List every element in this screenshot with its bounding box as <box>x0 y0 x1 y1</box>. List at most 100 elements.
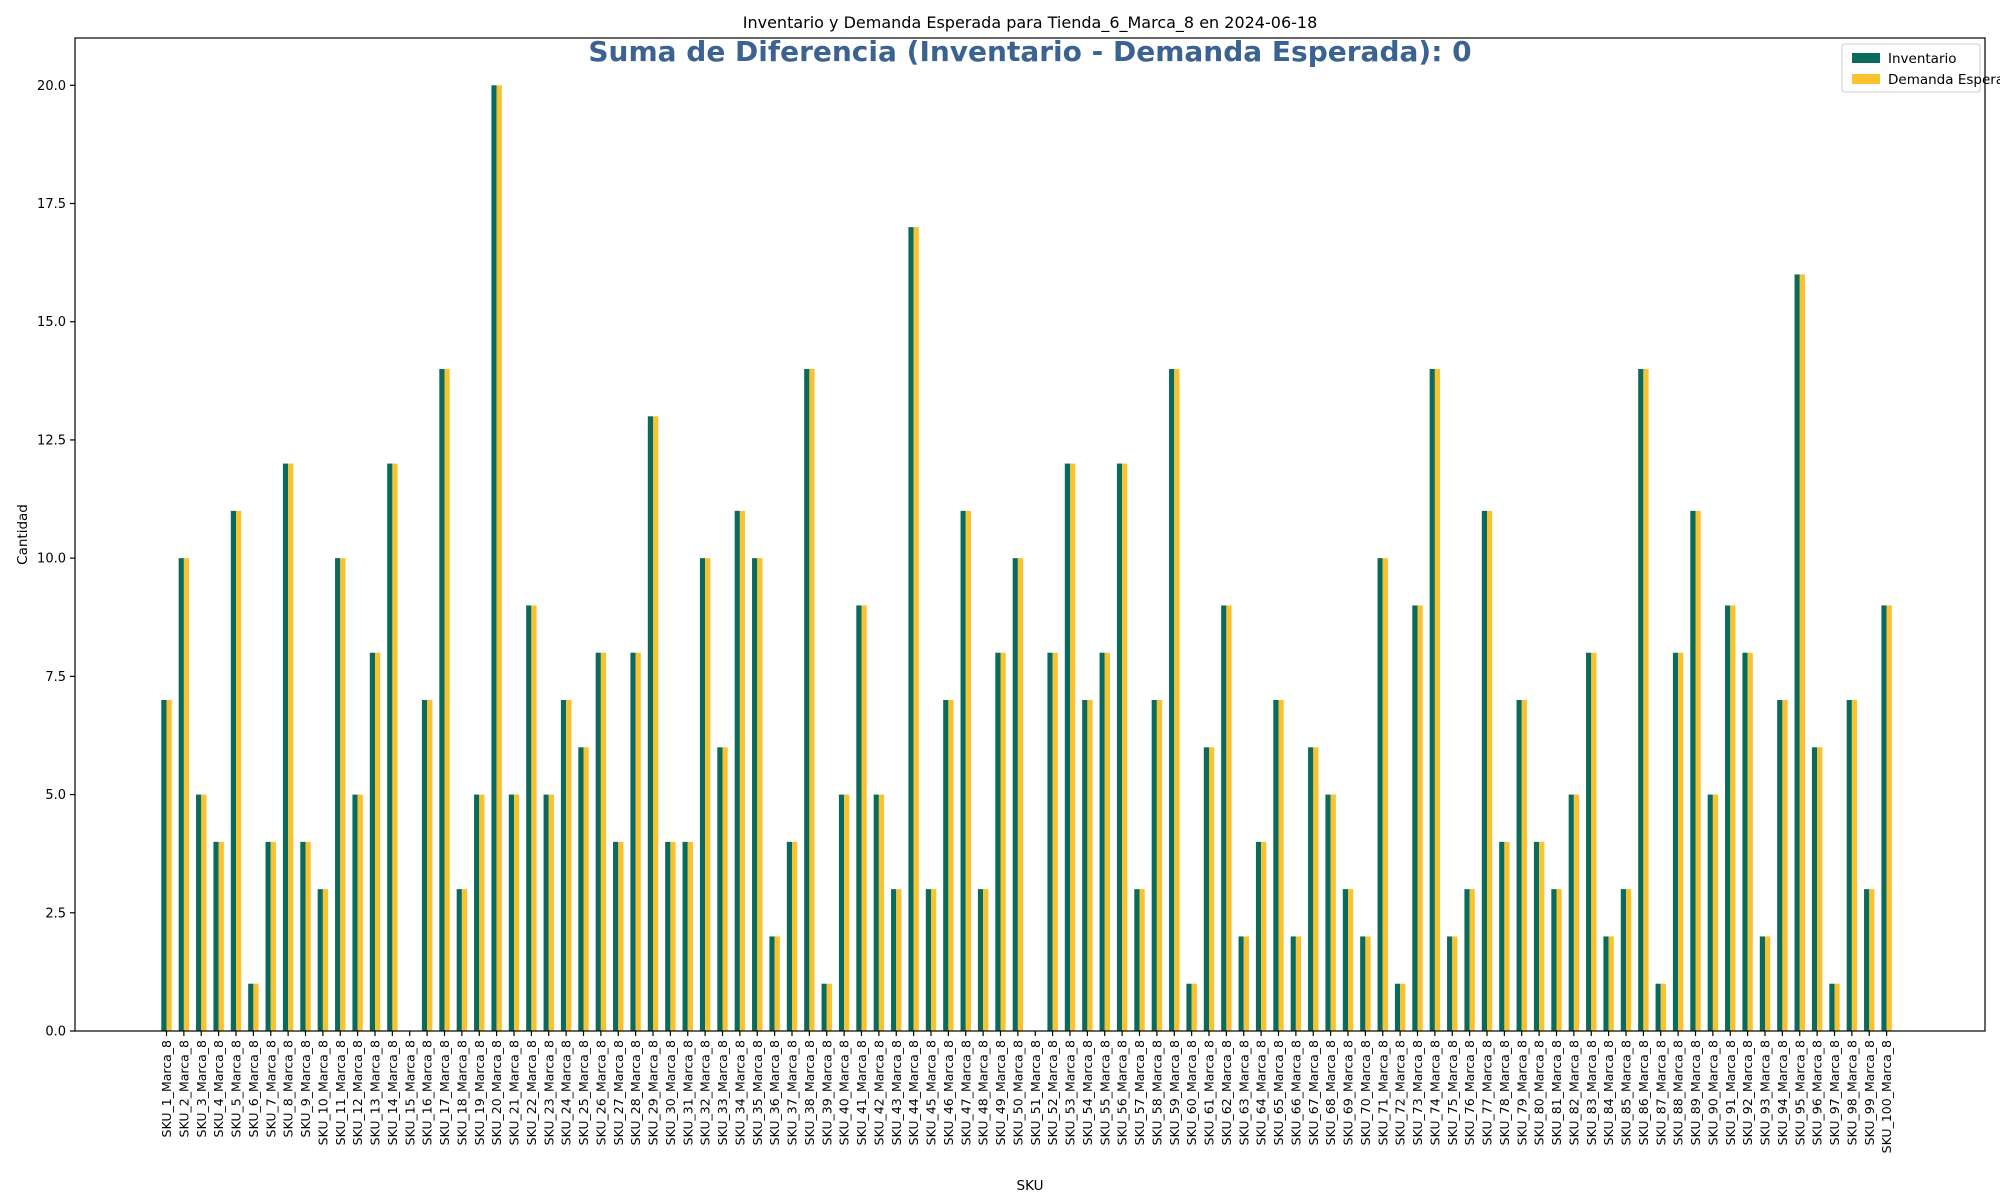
x-tick-label: SKU_19_Marca_8 <box>472 1040 487 1145</box>
bar-inventario-37 <box>786 841 792 1031</box>
x-tick-label: SKU_49_Marca_8 <box>993 1040 1008 1145</box>
x-tick-label: SKU_24_Marca_8 <box>559 1040 574 1145</box>
bar-inventario-94 <box>1777 700 1783 1031</box>
bar-inventario-4 <box>213 841 219 1031</box>
x-tick-label: SKU_81_Marca_8 <box>1549 1040 1564 1145</box>
bar-inventario-61 <box>1203 747 1209 1031</box>
bar-demanda-esperada-100 <box>1886 605 1892 1031</box>
x-tick-label: SKU_54_Marca_8 <box>1080 1040 1095 1145</box>
y-tick-label: 5.0 <box>45 788 66 803</box>
bar-inventario-36 <box>769 936 775 1031</box>
bar-demanda-esperada-97 <box>1834 983 1840 1031</box>
x-tick-label: SKU_2_Marca_8 <box>176 1040 191 1137</box>
x-tick-label: SKU_68_Marca_8 <box>1323 1040 1338 1145</box>
bar-inventario-38 <box>804 369 810 1031</box>
bar-demanda-esperada-94 <box>1782 700 1788 1031</box>
x-tick-label: SKU_73_Marca_8 <box>1410 1040 1425 1145</box>
bar-demanda-esperada-4 <box>218 841 224 1031</box>
bar-demanda-esperada-40 <box>844 794 850 1031</box>
x-tick-label: SKU_28_Marca_8 <box>628 1040 643 1145</box>
x-tick-label: SKU_51_Marca_8 <box>1028 1040 1043 1145</box>
bar-demanda-esperada-69 <box>1348 889 1354 1031</box>
bar-inventario-77 <box>1481 510 1487 1031</box>
bar-demanda-esperada-59 <box>1174 369 1180 1031</box>
y-axis-label: Cantidad <box>15 504 31 565</box>
bar-demanda-esperada-60 <box>1191 983 1197 1031</box>
bar-demanda-esperada-26 <box>600 652 607 1031</box>
bar-demanda-esperada-79 <box>1521 700 1527 1031</box>
bar-demanda-esperada-11 <box>340 558 346 1031</box>
bar-inventario-50 <box>1012 558 1018 1031</box>
bar-demanda-esperada-85 <box>1626 889 1632 1031</box>
bar-demanda-esperada-43 <box>896 889 902 1031</box>
x-tick-label: SKU_85_Marca_8 <box>1619 1040 1634 1145</box>
x-tick-label: SKU_9_Marca_8 <box>298 1040 313 1137</box>
bar-demanda-esperada-47 <box>965 510 971 1031</box>
x-tick-label: SKU_32_Marca_8 <box>698 1040 713 1145</box>
x-tick-label: SKU_37_Marca_8 <box>785 1040 800 1145</box>
bar-inventario-99 <box>1864 889 1870 1031</box>
bar-demanda-esperada-72 <box>1400 983 1406 1031</box>
x-tick-label: SKU_22_Marca_8 <box>524 1040 539 1145</box>
x-tick-label: SKU_23_Marca_8 <box>541 1040 556 1145</box>
x-tick-label: SKU_76_Marca_8 <box>1462 1040 1477 1145</box>
bar-inventario-52 <box>1047 652 1053 1031</box>
bar-inventario-54 <box>1082 700 1088 1031</box>
bar-demanda-esperada-5 <box>236 510 242 1031</box>
bar-demanda-esperada-8 <box>288 463 294 1031</box>
bar-inventario-30 <box>665 841 671 1031</box>
bar-inventario-87 <box>1655 983 1661 1031</box>
bar-inventario-72 <box>1394 983 1401 1031</box>
x-tick-label: SKU_64_Marca_8 <box>1254 1040 1269 1145</box>
bar-inventario-92 <box>1742 652 1748 1031</box>
bar-inventario-13 <box>369 652 375 1031</box>
x-tick-label: SKU_84_Marca_8 <box>1601 1040 1616 1145</box>
x-tick-label: SKU_29_Marca_8 <box>646 1040 661 1145</box>
bar-demanda-esperada-31 <box>687 841 693 1031</box>
bar-demanda-esperada-13 <box>375 652 381 1031</box>
x-tick-label: SKU_39_Marca_8 <box>819 1040 834 1145</box>
bar-demanda-esperada-65 <box>1278 700 1284 1031</box>
legend: Inventario Demanda Esperada <box>1841 43 2000 93</box>
bar-demanda-esperada-37 <box>792 841 798 1031</box>
bar-demanda-esperada-32 <box>705 558 711 1031</box>
bar-demanda-esperada-42 <box>878 794 885 1031</box>
bar-demanda-esperada-81 <box>1556 889 1562 1031</box>
bar-inventario-71 <box>1377 558 1383 1031</box>
bar-demanda-esperada-93 <box>1765 936 1771 1031</box>
x-tick-label: SKU_26_Marca_8 <box>593 1040 608 1145</box>
bar-inventario-39 <box>821 983 827 1031</box>
bar-demanda-esperada-17 <box>444 369 450 1031</box>
bar-inventario-27 <box>613 841 619 1031</box>
bar-demanda-esperada-14 <box>392 463 398 1031</box>
x-tick-label: SKU_92_Marca_8 <box>1740 1040 1755 1145</box>
x-tick-label: SKU_97_Marca_8 <box>1827 1040 1842 1145</box>
legend-swatch-demanda-esperada <box>1852 74 1880 84</box>
bar-inventario-25 <box>578 747 584 1031</box>
bar-inventario-59 <box>1169 369 1175 1031</box>
bar-demanda-esperada-36 <box>774 936 780 1031</box>
x-tick-label: SKU_59_Marca_8 <box>1167 1040 1182 1145</box>
bar-inventario-57 <box>1134 889 1140 1031</box>
bar-inventario-24 <box>560 700 567 1031</box>
bar-inventario-20 <box>491 85 497 1032</box>
bar-inventario-48 <box>977 889 984 1031</box>
bar-demanda-esperada-24 <box>566 700 572 1031</box>
bar-inventario-75 <box>1447 936 1453 1031</box>
bar-inventario-16 <box>421 700 428 1031</box>
bar-demanda-esperada-70 <box>1365 936 1371 1031</box>
bar-inventario-53 <box>1064 463 1070 1031</box>
bar-demanda-esperada-95 <box>1799 274 1805 1031</box>
bar-demanda-esperada-33 <box>722 747 728 1031</box>
bar-demanda-esperada-25 <box>583 747 589 1031</box>
bar-inventario-78 <box>1499 841 1505 1031</box>
x-tick-label: SKU_5_Marca_8 <box>229 1040 244 1137</box>
bar-inventario-12 <box>352 794 358 1031</box>
x-tick-label: SKU_50_Marca_8 <box>1010 1040 1025 1145</box>
x-tick-label: SKU_13_Marca_8 <box>368 1040 383 1145</box>
x-tick-label: SKU_34_Marca_8 <box>732 1040 747 1145</box>
x-tick-label: SKU_99_Marca_8 <box>1862 1040 1877 1145</box>
bar-demanda-esperada-10 <box>322 889 329 1031</box>
bar-inventario-17 <box>439 369 445 1031</box>
bar-inventario-9 <box>300 841 306 1031</box>
